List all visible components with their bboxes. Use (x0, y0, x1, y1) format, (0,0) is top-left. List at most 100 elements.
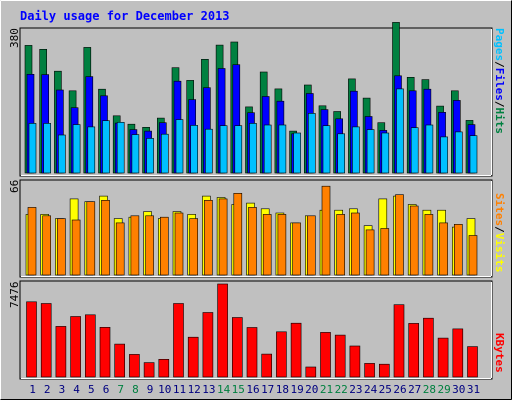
day-label-10: 10 (158, 383, 171, 396)
day-labels: 1 2 3 4 5 6 7 8 9 10 11 12 13 14 15 16 17 18 19 20 21 22 23 24 2… (29, 383, 480, 396)
day-label-6: 6 (103, 383, 110, 396)
bar-kbytes-day-1 (26, 301, 37, 378)
bar-sites-day-28 (424, 214, 434, 276)
bar-pages-day-15 (234, 125, 243, 174)
bar-sites-day-5 (86, 201, 96, 276)
day-label-16: 16 (246, 383, 259, 396)
bar-sites-day-20 (306, 215, 316, 276)
day-label-17: 17 (261, 383, 274, 396)
bar-kbytes-day-30 (452, 328, 464, 378)
legend-sites: Sites (493, 193, 506, 226)
bar-pages-day-4 (72, 124, 81, 174)
bar-kbytes-day-22 (334, 334, 346, 378)
bar-pages-day-26 (396, 88, 404, 174)
bar-sites-day-24 (365, 229, 375, 276)
day-label-7: 7 (117, 383, 124, 396)
bar-sites-day-16 (248, 207, 257, 276)
bar-pages-day-23 (352, 126, 360, 174)
middle-panel-series-legend: Sites/Visits (493, 193, 506, 273)
bar-sites-day-4 (71, 219, 81, 276)
day-label-14: 14 (217, 383, 231, 396)
bar-kbytes-day-31 (467, 346, 478, 378)
bar-kbytes-day-29 (437, 337, 449, 378)
bottom-panel-bars (26, 283, 478, 378)
bar-kbytes-day-6 (99, 326, 111, 378)
day-label-28: 28 (423, 383, 436, 396)
bar-sites-day-7 (115, 222, 125, 276)
day-label-9: 9 (147, 383, 154, 396)
bar-kbytes-day-4 (70, 316, 81, 378)
bar-sites-day-18 (277, 214, 287, 276)
bar-sites-day-26 (395, 194, 404, 276)
middle-panel-max-label: 66 (8, 180, 21, 193)
day-label-23: 23 (349, 383, 362, 396)
bar-kbytes-day-23 (349, 345, 361, 378)
legend-visits: Visits (493, 233, 506, 273)
bar-pages-day-29 (440, 136, 448, 174)
top-panel-series-legend: Pages/Files/Hits (493, 28, 506, 134)
bar-sites-day-9 (145, 215, 154, 276)
bar-pages-day-19 (293, 132, 301, 174)
day-label-15: 15 (232, 383, 245, 396)
bar-kbytes-day-19 (290, 322, 302, 378)
bar-sites-day-12 (189, 218, 198, 276)
day-label-27: 27 (408, 383, 421, 396)
bar-kbytes-day-16 (246, 327, 258, 378)
bar-kbytes-day-28 (423, 317, 434, 378)
day-label-26: 26 (393, 383, 406, 396)
bar-sites-day-17 (262, 214, 272, 276)
bar-sites-day-22 (336, 214, 346, 276)
bar-pages-day-13 (205, 128, 213, 174)
day-label-25: 25 (379, 383, 392, 396)
bar-kbytes-day-11 (173, 303, 184, 378)
bar-kbytes-day-5 (85, 314, 96, 378)
day-label-18: 18 (276, 383, 289, 396)
bar-kbytes-day-17 (261, 353, 273, 378)
bar-pages-day-11 (175, 119, 184, 174)
bar-pages-day-12 (190, 125, 198, 174)
day-label-22: 22 (335, 383, 348, 396)
bar-sites-day-21 (321, 185, 331, 276)
bar-kbytes-day-24 (364, 363, 375, 378)
bar-kbytes-day-20 (305, 366, 317, 378)
day-label-11: 11 (173, 383, 186, 396)
bar-kbytes-day-7 (114, 343, 125, 378)
bar-pages-day-1 (28, 123, 37, 174)
bar-sites-day-13 (204, 200, 213, 276)
bar-pages-day-16 (249, 123, 257, 174)
bar-pages-day-6 (102, 120, 110, 174)
bar-kbytes-day-2 (40, 303, 52, 378)
bar-kbytes-day-18 (276, 331, 287, 378)
day-label-29: 29 (437, 383, 450, 396)
top-panel-bars (24, 22, 478, 174)
bar-pages-day-24 (366, 129, 375, 174)
bar-sites-day-23 (351, 212, 360, 276)
middle-panel-bars (25, 185, 478, 276)
bar-kbytes-day-14 (217, 283, 228, 378)
bar-pages-day-2 (43, 123, 52, 174)
day-label-1: 1 (29, 383, 36, 396)
day-label-20: 20 (305, 383, 318, 396)
bar-kbytes-day-13 (202, 312, 214, 378)
bar-pages-day-7 (116, 122, 125, 174)
bar-pages-day-9 (146, 138, 154, 174)
bar-pages-day-5 (87, 126, 96, 174)
bar-sites-day-14 (218, 198, 228, 276)
bar-kbytes-day-15 (232, 317, 243, 378)
bar-sites-day-15 (233, 193, 243, 276)
day-label-21: 21 (320, 383, 333, 396)
bar-pages-day-22 (337, 133, 346, 174)
bar-sites-day-25 (380, 228, 390, 276)
day-label-2: 2 (44, 383, 51, 396)
bar-kbytes-day-27 (408, 323, 420, 378)
bar-sites-day-2 (42, 215, 52, 276)
bar-pages-day-10 (161, 133, 169, 174)
legend-slash: / (493, 61, 506, 68)
bottom-panel-max-label: 7476 (8, 282, 21, 309)
chart-title: Daily usage for December 2013 (20, 9, 230, 23)
bar-sites-day-27 (409, 205, 419, 276)
day-label-8: 8 (132, 383, 139, 396)
bar-kbytes-day-12 (187, 336, 199, 378)
